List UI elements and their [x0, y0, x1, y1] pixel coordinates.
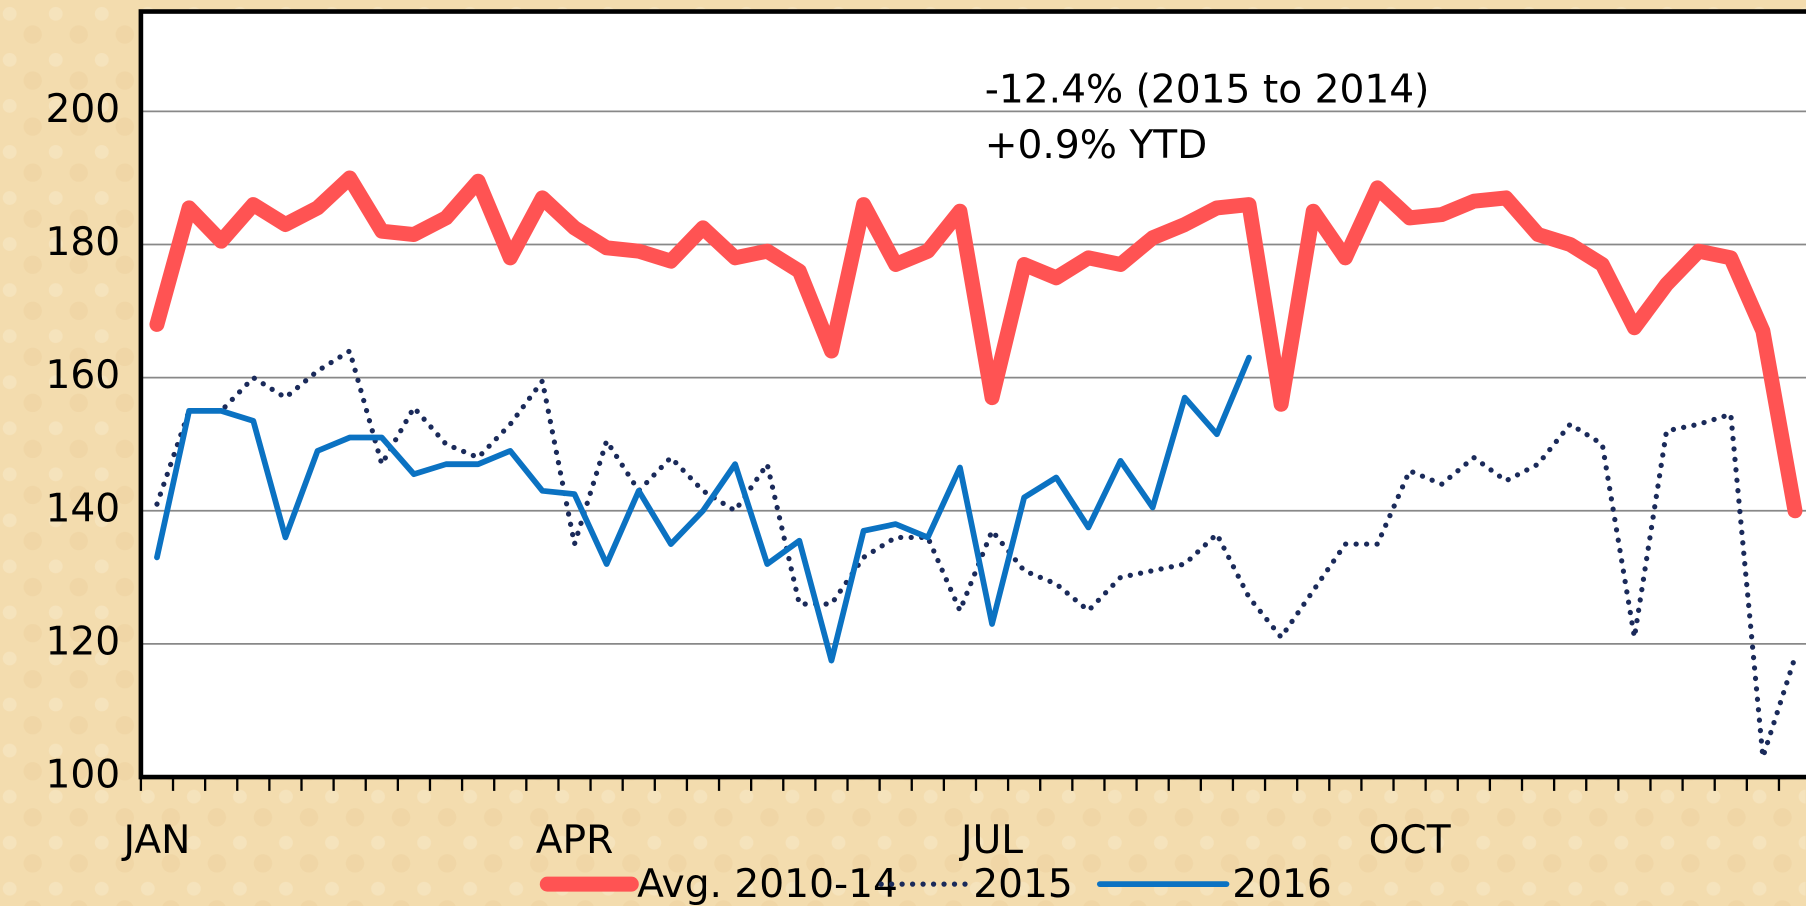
- annotation: +0.9% YTD: [985, 123, 1208, 168]
- x-tick-label: JUL: [958, 818, 1023, 863]
- y-tick-label: 140: [45, 486, 120, 531]
- plot-area: [140, 11, 1806, 778]
- y-tick-label: 200: [45, 87, 120, 132]
- legend-label: 2015: [973, 862, 1073, 906]
- legend-label: 2016: [1232, 862, 1332, 906]
- y-tick-label: 180: [45, 220, 120, 265]
- y-tick-label: 120: [45, 619, 120, 664]
- series-line: [154, 348, 1798, 760]
- x-tick-label: JAN: [121, 818, 191, 863]
- legend-label: Avg. 2010-14: [637, 862, 898, 906]
- x-tick-label: APR: [536, 818, 614, 863]
- series-line: [154, 354, 1252, 664]
- y-tick-label: 160: [45, 353, 120, 398]
- series-line: [149, 170, 1803, 519]
- x-tick-label: OCT: [1369, 818, 1452, 863]
- y-tick-label: 100: [45, 753, 120, 798]
- plot-border: [138, 9, 1806, 780]
- annotation: -12.4% (2015 to 2014): [985, 68, 1430, 113]
